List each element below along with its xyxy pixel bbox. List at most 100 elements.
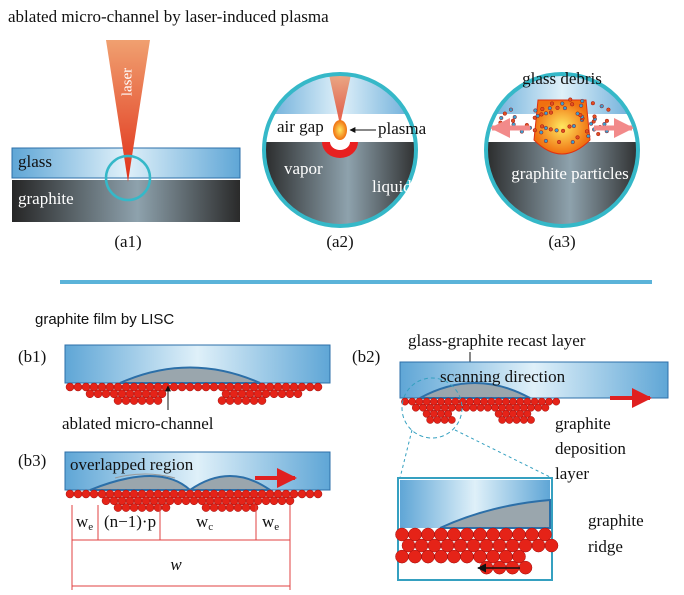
graphite-particle (154, 397, 162, 405)
graphite-particle (234, 397, 242, 405)
graphite-particle (146, 504, 154, 512)
label: layer (555, 464, 589, 483)
graphite-particle (202, 504, 210, 512)
graphite-particle (499, 116, 503, 120)
label: graphite (18, 189, 74, 208)
graphite-particle (480, 539, 493, 552)
subscript: e (88, 521, 93, 533)
graphite-particle (570, 102, 574, 106)
graphite-particle (162, 504, 170, 512)
graphite-particle (499, 121, 503, 125)
dimension: (n−1)·p (104, 512, 156, 531)
label: glass (18, 152, 52, 171)
graphite-particle (600, 104, 604, 108)
graphite-particle (306, 383, 314, 391)
graphite-particle (242, 397, 250, 405)
graphite-particle (544, 126, 548, 130)
graphite-particle (607, 108, 611, 112)
graphite-particle (396, 528, 409, 541)
graphite-particle (467, 539, 480, 552)
graphite-particle (487, 550, 500, 563)
label: graphite particles (511, 164, 629, 183)
graphite-particle (593, 115, 597, 119)
graphite-particle (194, 383, 202, 391)
graphite-particle (500, 550, 513, 563)
title: ablated micro-channel by laser-induced p… (8, 7, 329, 26)
graphite-particle (409, 550, 422, 563)
label: glass debris (522, 69, 602, 88)
graphite-particle (545, 398, 552, 405)
graphite-particle (527, 416, 534, 423)
label: laser (119, 68, 135, 96)
graphite-particle (402, 539, 415, 552)
graphite-particle (568, 98, 572, 102)
graphite-particle (226, 504, 234, 512)
graphite-particle (563, 106, 567, 110)
dimension: we (262, 512, 279, 533)
panel-b2: (b2) glass-graphite recast layer scannin… (352, 331, 668, 580)
label: air gap (277, 117, 324, 136)
graphite-particle (448, 416, 455, 423)
graphite-particle (441, 539, 454, 552)
figure: ablated micro-channel by laser-induced p… (0, 0, 684, 595)
graphite-particle (539, 131, 543, 135)
graphite-particle (428, 539, 441, 552)
label: glass-graphite recast layer (408, 331, 586, 350)
graphite-particle (509, 108, 513, 112)
graphite-particle (306, 490, 314, 498)
dimension: w (170, 555, 182, 574)
label: liquid (372, 177, 412, 196)
graphite-particle (162, 383, 170, 391)
graphite-particle (503, 112, 507, 116)
panel-a3: glass debris graphite particles (a3) (482, 69, 642, 251)
graphite-particle (290, 490, 298, 498)
label: graphite (555, 414, 611, 433)
graphite-particle (553, 398, 560, 405)
panel-label: (a2) (326, 232, 353, 251)
graphite-particle (539, 528, 552, 541)
graphite-particle (242, 504, 250, 512)
section-title: graphite film by LISC (35, 311, 174, 328)
graphite-particle (154, 504, 162, 512)
graphite-particle (114, 504, 122, 512)
graphite-particle (234, 504, 242, 512)
graphite-particle (409, 528, 422, 541)
graphite-particle (540, 113, 544, 117)
graphite-particle (82, 490, 90, 498)
graphite-particle (435, 528, 448, 541)
graphite-particle (556, 106, 560, 110)
graphite-particle (90, 490, 98, 498)
graphite-particle (130, 397, 138, 405)
graphite-particle (549, 111, 553, 115)
graphite-particle (122, 504, 130, 512)
graphite-particle (258, 397, 266, 405)
label: scanning direction (440, 367, 566, 386)
graphite-particle (513, 550, 526, 563)
panel-b3: (b3) overlapped region we (n−1)·p wc we … (18, 451, 330, 590)
subscript: c (208, 521, 213, 533)
graphite-particle (474, 528, 487, 541)
graphite-particle (146, 397, 154, 405)
graphite-particle (298, 490, 306, 498)
label: plasma (378, 119, 427, 138)
panel-label: (a1) (114, 232, 141, 251)
graphite-particle (138, 397, 146, 405)
symbol: w (76, 512, 89, 531)
panel-a1: laser glass graphite (a1) (12, 40, 240, 251)
graphite-particle (519, 561, 532, 574)
graphite-particle (74, 383, 82, 391)
dimension: we (76, 512, 93, 533)
graphite-particle (533, 128, 537, 132)
graphite-particle (415, 539, 428, 552)
graphite-particle (138, 504, 146, 512)
graphite-particle (511, 119, 515, 123)
graphite-particle (532, 539, 545, 552)
graphite-particle (544, 111, 548, 115)
graphite-particle (210, 504, 218, 512)
graphite-particle (576, 112, 580, 116)
panel-b1: (b1) ablated micro-channel (18, 345, 330, 433)
graphite-particle (603, 122, 607, 126)
graphite-particle (210, 383, 218, 391)
label: overlapped region (70, 455, 194, 474)
graphite-particle (500, 528, 513, 541)
